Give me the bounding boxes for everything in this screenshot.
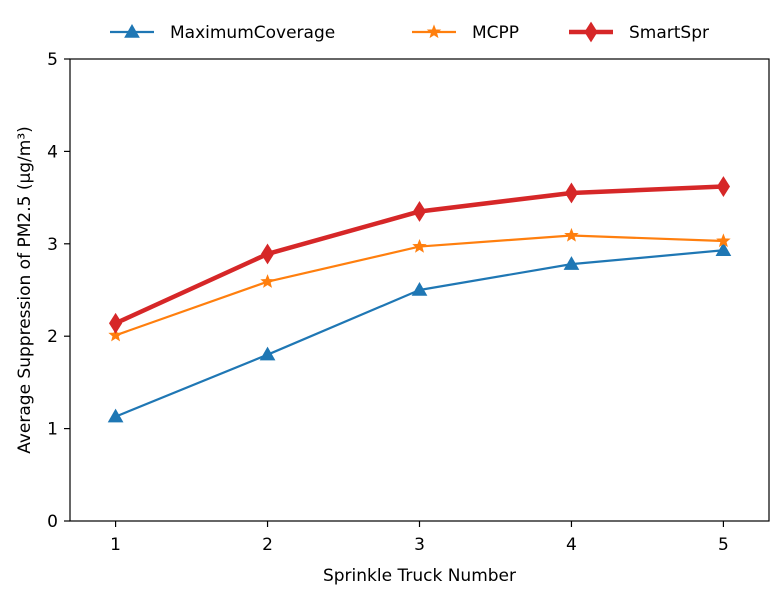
data-point-maximumcoverage — [411, 281, 428, 296]
series-line-maximumcoverage — [114, 249, 725, 418]
data-point-maximumcoverage — [259, 346, 276, 361]
y-tick-label: 3 — [47, 235, 58, 255]
legend: MaximumCoverage MCPP SmartSpr — [110, 21, 709, 43]
y-axis: 0 1 2 3 4 5 — [47, 50, 70, 532]
data-point-smartspr — [716, 176, 731, 197]
x-axis: 1 2 3 4 5 — [110, 521, 729, 555]
x-tick-label: 3 — [414, 535, 425, 555]
x-tick-label: 5 — [718, 535, 729, 555]
series-layer — [107, 176, 732, 423]
x-tick-label: 4 — [566, 535, 577, 555]
data-point-smartspr — [108, 312, 123, 334]
data-point-maximumcoverage — [563, 256, 580, 270]
data-point-maximumcoverage — [715, 242, 732, 257]
legend-label: MaximumCoverage — [170, 23, 335, 43]
data-point-mcpp — [260, 274, 275, 288]
data-point-mcpp — [716, 233, 731, 248]
legend-label: MCPP — [472, 23, 519, 43]
legend-item-mcpp: MCPP — [412, 23, 519, 43]
series-smartspr — [108, 176, 731, 334]
y-tick-label: 1 — [47, 420, 58, 440]
data-point-smartspr — [412, 201, 427, 222]
legend-marker — [584, 21, 598, 43]
legend-label: SmartSpr — [629, 23, 709, 43]
data-point-smartspr — [260, 243, 275, 265]
x-tick-label: 2 — [262, 535, 273, 555]
series-maximumcoverage — [107, 242, 732, 423]
x-axis-label: Sprinkle Truck Number — [323, 566, 516, 586]
legend-marker — [124, 23, 140, 38]
data-point-smartspr — [564, 182, 579, 204]
legend-item-maximumcoverage: MaximumCoverage — [110, 23, 335, 43]
y-tick-label: 4 — [47, 142, 58, 162]
data-point-mcpp — [412, 238, 427, 253]
data-point-maximumcoverage — [107, 408, 124, 423]
legend-item-smartspr: SmartSpr — [569, 21, 709, 43]
plot-area — [69, 58, 770, 522]
y-tick-label: 0 — [47, 512, 58, 532]
series-mcpp — [108, 227, 731, 342]
y-axis-label: Average Suppression of PM2.5 (μg/m³) — [15, 126, 35, 454]
x-tick-label: 1 — [110, 535, 121, 555]
legend-marker — [426, 24, 442, 39]
y-tick-label: 5 — [47, 50, 58, 70]
data-point-mcpp — [564, 227, 579, 242]
y-tick-label: 2 — [47, 327, 58, 347]
data-point-mcpp — [108, 327, 123, 342]
